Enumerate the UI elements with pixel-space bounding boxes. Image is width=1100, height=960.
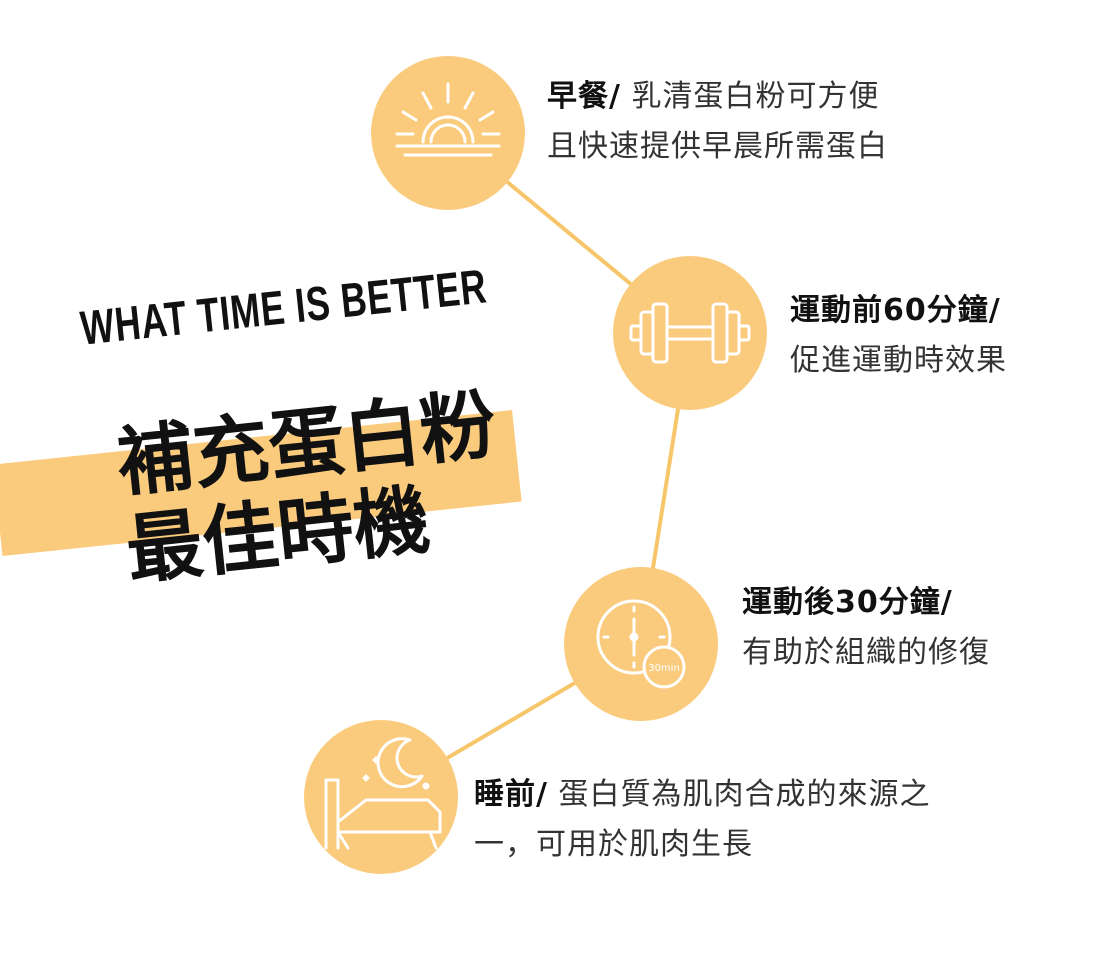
- before-sleep-text: 睡前/ 蛋白質為肌肉合成的來源之 一，可用於肌肉生長: [474, 770, 931, 870]
- post-workout-circle: 30min: [564, 567, 718, 721]
- clock-minutes-label: 30min: [648, 663, 680, 674]
- sunrise-icon: [395, 82, 501, 157]
- before-sleep-circle: [304, 720, 458, 874]
- pre-workout-circle: [613, 256, 767, 410]
- pre-workout-desc: 促進運動時效果: [790, 343, 1007, 378]
- breakfast-desc-line-2: 且快速提供早晨所需蛋白: [547, 129, 888, 164]
- before-sleep-desc-line-1: 蛋白質為肌肉合成的來源之: [558, 777, 931, 812]
- post-workout-desc: 有助於組織的修復: [742, 635, 990, 670]
- moon-bed-icon: [324, 737, 442, 850]
- breakfast-text: 早餐/ 乳清蛋白粉可方便 且快速提供早晨所需蛋白: [547, 72, 888, 172]
- post-workout-text: 運動後30分鐘/ 有助於組織的修復: [742, 578, 990, 678]
- breakfast-desc-line-1: 乳清蛋白粉可方便: [631, 79, 880, 114]
- breakfast-label: 早餐/: [547, 79, 621, 114]
- before-sleep-desc-line-2: 一，可用於肌肉生長: [474, 827, 753, 862]
- dumbbell-icon: [629, 302, 751, 364]
- post-workout-label: 運動後30分鐘/: [742, 585, 953, 620]
- breakfast-circle: [371, 56, 525, 210]
- clock-icon: 30min: [596, 599, 686, 689]
- before-sleep-label: 睡前/: [474, 777, 548, 812]
- pre-workout-label: 運動前60分鐘/: [790, 293, 1001, 328]
- pre-workout-text: 運動前60分鐘/ 促進運動時效果: [790, 286, 1007, 386]
